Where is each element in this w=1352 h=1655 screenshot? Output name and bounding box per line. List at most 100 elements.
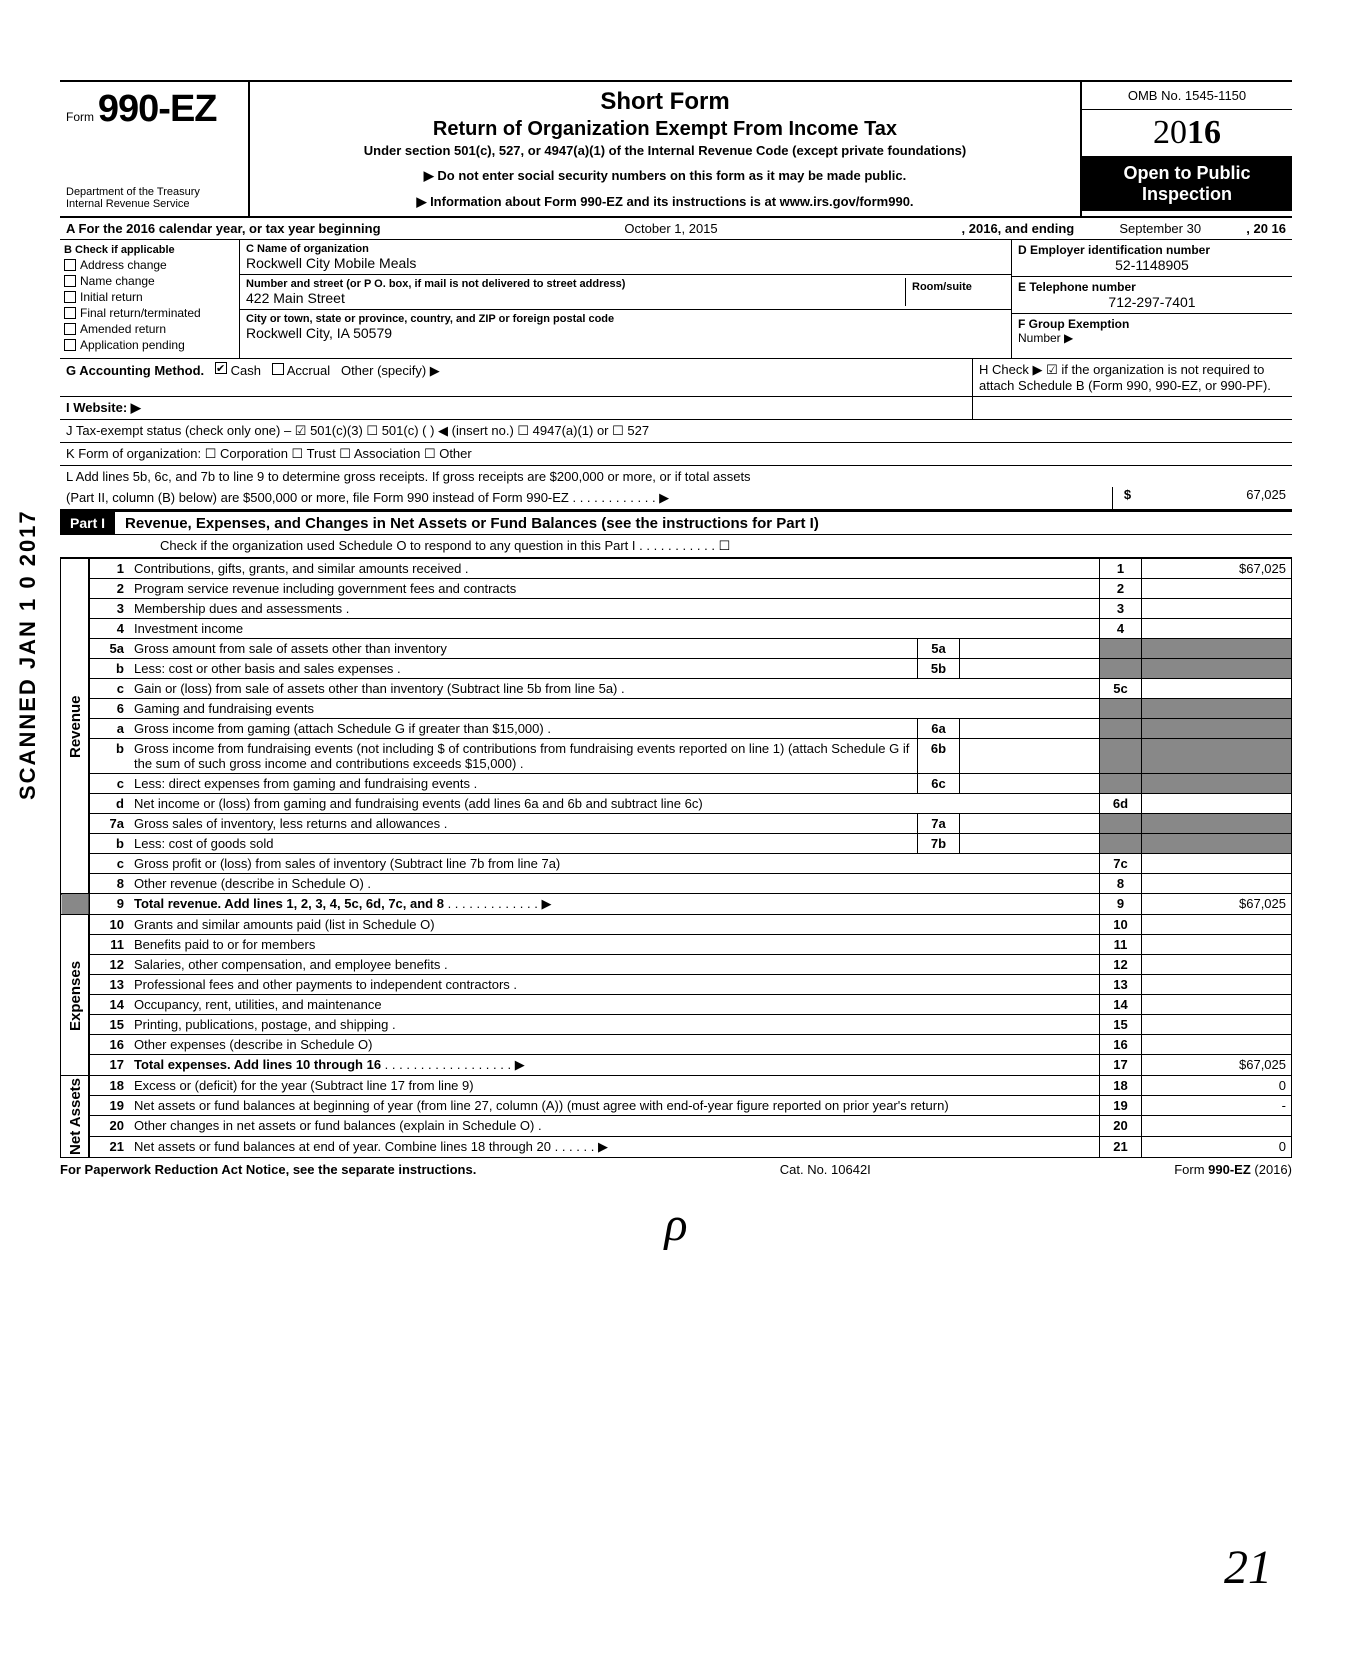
ln16-desc: Other expenses (describe in Schedule O) [129,1035,1100,1055]
chk-cash[interactable] [215,362,227,374]
ln6c-num: c [89,774,129,794]
row-a-yr: , 20 16 [1240,218,1292,239]
signature-right: 21 [1224,1540,1272,1595]
ln6b-num: b [89,739,129,774]
ln4-desc: Investment income [129,619,1100,639]
ln3-desc: Membership dues and assessments . [129,599,1100,619]
ln5b-num: b [89,659,129,679]
ln20-num: 20 [89,1116,129,1136]
side-netassets: Net Assets [61,1076,90,1158]
ln10-rn: 10 [1100,915,1142,935]
ln19-num: 19 [89,1096,129,1116]
part-1-tag: Part I [60,512,115,534]
ln6a-desc: Gross income from gaming (attach Schedul… [129,719,918,739]
city-label: City or town, state or province, country… [246,313,1005,325]
ln7a-desc: Gross sales of inventory, less returns a… [129,814,918,834]
ln10-num: 10 [89,915,129,935]
title-main: Short Form [258,88,1072,116]
phone: 712-297-7401 [1018,294,1286,310]
ln5b-mid: 5b [918,659,960,679]
ln21-desc: Net assets or fund balances at end of ye… [134,1139,551,1154]
ln21-val: 0 [1142,1136,1292,1157]
l-row2: (Part II, column (B) below) are $500,000… [60,487,1112,509]
form-990ez: Form 990-EZ Department of the Treasury I… [60,80,1292,1252]
chk-address[interactable] [64,259,76,271]
ln17-val: $67,025 [1142,1055,1292,1076]
ln21-num: 21 [89,1136,129,1157]
k-row: K Form of organization: ☐ Corporation ☐ … [60,443,1292,465]
ln9-num: 9 [89,894,129,915]
side-revenue: Revenue [61,559,90,894]
ln6d-num: d [89,794,129,814]
ln6a-num: a [89,719,129,739]
chk-final[interactable] [64,307,76,319]
lbl-pending: Application pending [80,338,185,352]
ln3-num: 3 [89,599,129,619]
chk-amended[interactable] [64,323,76,335]
h-text: H Check ▶ ☑ if the organization is not r… [972,359,1292,396]
ln20-rn: 20 [1100,1116,1142,1136]
ln19-val: - [1142,1096,1292,1116]
ln13-rn: 13 [1100,975,1142,995]
open-public-2: Inspection [1088,184,1286,205]
entity-block: B Check if applicable Address change Nam… [60,240,1292,359]
ln6c-mid: 6c [918,774,960,794]
chk-initial[interactable] [64,291,76,303]
ln1-num: 1 [89,559,129,579]
ln12-num: 12 [89,955,129,975]
scanned-stamp: SCANNED JAN 1 0 2017 [15,509,41,800]
ln17-rn: 17 [1100,1055,1142,1076]
ln6b-desc: Gross income from fundraising events (no… [129,739,918,774]
ln12-rn: 12 [1100,955,1142,975]
footer-left: For Paperwork Reduction Act Notice, see … [60,1162,476,1177]
row-a-label: A For the 2016 calendar year, or tax yea… [60,218,387,239]
ln8-num: 8 [89,874,129,894]
ln7b-desc: Less: cost of goods sold [129,834,918,854]
chk-accrual[interactable] [272,363,284,375]
ln4-num: 4 [89,619,129,639]
ln6a-mid: 6a [918,719,960,739]
c-label: C Name of organization [246,243,1005,255]
ln6d-rn: 6d [1100,794,1142,814]
footer-mid: Cat. No. 10642I [780,1162,871,1177]
dept-treasury: Department of the Treasury [66,186,242,198]
ln6b-mid: 6b [918,739,960,774]
ln1-val: $67,025 [1142,559,1292,579]
ln5c-num: c [89,679,129,699]
ln14-num: 14 [89,995,129,1015]
instr-info: ▶ Information about Form 990-EZ and its … [258,194,1072,210]
year-bold: 16 [1187,114,1221,151]
form-header: Form 990-EZ Department of the Treasury I… [60,80,1292,218]
form-number: 990-EZ [98,88,217,130]
ln8-desc: Other revenue (describe in Schedule O) . [129,874,1100,894]
signature-center: ρ [60,1197,1292,1252]
chk-pending[interactable] [64,339,76,351]
ln19-desc: Net assets or fund balances at beginning… [129,1096,1100,1116]
open-public-1: Open to Public [1088,163,1286,184]
ln5a-mid: 5a [918,639,960,659]
row-a-begin: October 1, 2015 [387,218,956,239]
ln2-desc: Program service revenue including govern… [129,579,1100,599]
ln12-desc: Salaries, other compensation, and employ… [129,955,1100,975]
ln7c-num: c [89,854,129,874]
ln7a-mid: 7a [918,814,960,834]
lbl-other-acct: Other (specify) ▶ [341,363,440,378]
ln7b-num: b [89,834,129,854]
ln2-num: 2 [89,579,129,599]
street-label: Number and street (or P O. box, if mail … [246,278,905,290]
ln17-num: 17 [89,1055,129,1076]
e-label: E Telephone number [1018,280,1286,294]
ln6c-desc: Less: direct expenses from gaming and fu… [129,774,918,794]
footer-right: Form 990-EZ (2016) [1174,1162,1292,1177]
ln18-desc: Excess or (deficit) for the year (Subtra… [129,1076,1100,1096]
chk-name[interactable] [64,275,76,287]
row-a: A For the 2016 calendar year, or tax yea… [60,218,1292,240]
ln6-desc: Gaming and fundraising events [129,699,1100,719]
ln6-num: 6 [89,699,129,719]
lbl-final: Final return/terminated [80,306,201,320]
f-label: F Group Exemption [1018,317,1286,331]
col-def: D Employer identification number 52-1148… [1012,240,1292,358]
col-b: B Check if applicable Address change Nam… [60,240,240,358]
l-row1: L Add lines 5b, 6c, and 7b to line 9 to … [60,466,1292,487]
d-label: D Employer identification number [1018,243,1286,257]
